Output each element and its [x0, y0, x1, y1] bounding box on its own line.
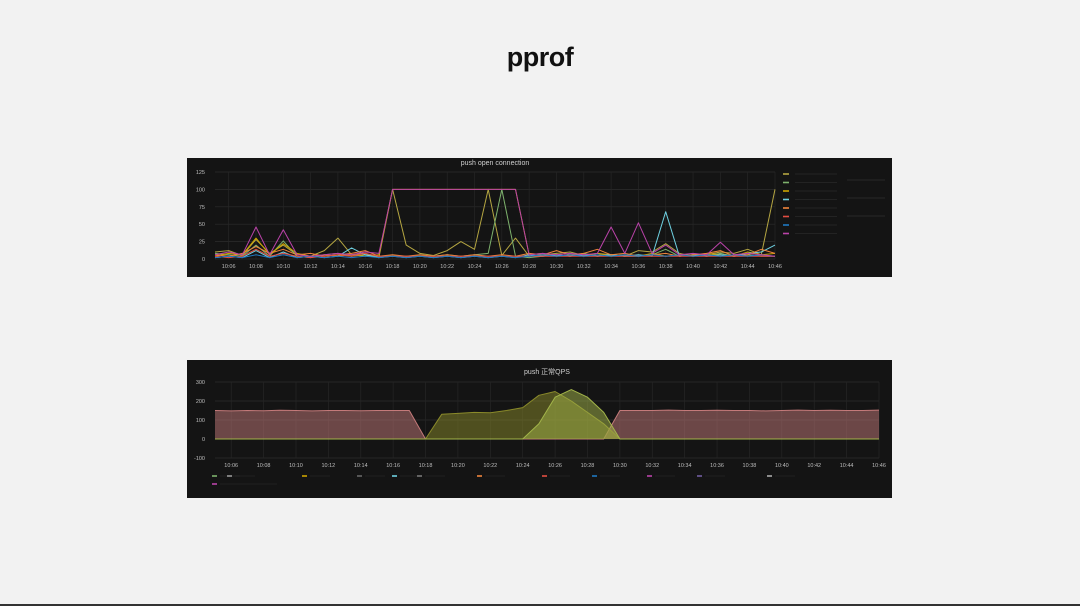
x-tick-label: 10:14 [331, 264, 345, 270]
series-area-2 [215, 389, 879, 439]
y-tick-label: 0 [202, 257, 205, 263]
x-tick-label: 10:42 [713, 264, 727, 270]
y-tick-label: 100 [196, 187, 205, 193]
x-tick-label: 10:22 [483, 463, 497, 469]
series-line-1 [214, 188, 775, 259]
x-tick-label: 10:30 [613, 463, 627, 469]
x-tick-label: 10:28 [522, 264, 536, 270]
x-tick-label: 10:22 [440, 264, 454, 270]
series-area-0 [215, 410, 879, 439]
y-tick-label: 300 [196, 380, 205, 386]
x-tick-label: 10:40 [686, 264, 700, 270]
y-tick-label: 25 [199, 240, 205, 246]
legend [212, 475, 795, 485]
x-tick-label: 10:06 [222, 264, 236, 270]
x-tick-label: 10:12 [304, 264, 318, 270]
bottom-rule [0, 604, 1080, 606]
x-tick-label: 10:20 [451, 463, 465, 469]
series-line-5 [214, 248, 775, 259]
x-tick-label: 10:36 [632, 264, 646, 270]
series-line-2 [215, 389, 879, 440]
x-tick-label: 10:16 [386, 463, 400, 469]
x-tick-label: 10:44 [840, 463, 854, 469]
x-tick-label: 10:46 [872, 463, 886, 469]
open-connection-panel: push open connection 0 25 50 75 100 125 10:06 10… [187, 158, 892, 277]
x-tick-label: 10:06 [224, 463, 238, 469]
y-tick-label: 75 [199, 205, 205, 211]
y-tick-label: 0 [202, 437, 205, 443]
x-tick-label: 10:42 [807, 463, 821, 469]
x-tick-label: 10:28 [581, 463, 595, 469]
y-tick-label: 100 [196, 418, 205, 424]
x-tick-label: 10:14 [354, 463, 368, 469]
x-tick-label: 10:40 [775, 463, 789, 469]
x-tick-label: 10:34 [604, 264, 618, 270]
x-tick-label: 10:16 [358, 264, 372, 270]
x-tick-label: 10:32 [645, 463, 659, 469]
y-tick-label: 125 [196, 170, 205, 176]
x-tick-label: 10:44 [741, 264, 755, 270]
slide-title: pprof [506, 42, 574, 72]
x-tick-label: 10:10 [276, 264, 290, 270]
x-tick-label: 10:20 [413, 264, 427, 270]
x-tick-label: 10:08 [257, 463, 271, 469]
x-tick-label: 10:30 [550, 264, 564, 270]
x-tick-label: 10:32 [577, 264, 591, 270]
x-tick-label: 10:26 [548, 463, 562, 469]
x-tick-label: 10:26 [495, 264, 509, 270]
x-tick-label: 10:12 [321, 463, 335, 469]
x-tick-label: 10:10 [289, 463, 303, 469]
chart-title: push open connection [461, 160, 530, 167]
x-tick-label: 10:34 [678, 463, 692, 469]
x-tick-label: 10:08 [249, 264, 263, 270]
x-tick-label: 10:18 [386, 264, 400, 270]
legend [783, 173, 885, 235]
x-tick-label: 10:24 [468, 264, 482, 270]
qps-chart: push 正常QPS -100 0 100 200 300 10:06 10:08 10:10 1… [194, 367, 886, 485]
x-tick-label: 10:38 [743, 463, 757, 469]
series-line-3 [214, 211, 776, 259]
x-tick-label: 10:36 [710, 463, 724, 469]
x-tick-label: 10:24 [516, 463, 530, 469]
x-tick-label: 10:46 [768, 264, 782, 270]
y-tick-label: 200 [196, 399, 205, 405]
x-tick-label: 10:18 [419, 463, 433, 469]
chart-title: push 正常QPS [524, 367, 570, 376]
qps-panel: push 正常QPS -100 0 100 200 300 10:06 10:08 10:10 1… [187, 360, 892, 498]
y-tick-label: 50 [199, 222, 205, 228]
x-tick-label: 10:38 [659, 264, 673, 270]
open-connection-chart: push open connection 0 25 50 75 100 125 10:06 10… [196, 160, 885, 270]
series-line-7 [214, 188, 776, 257]
y-tick-label: -100 [194, 456, 205, 462]
